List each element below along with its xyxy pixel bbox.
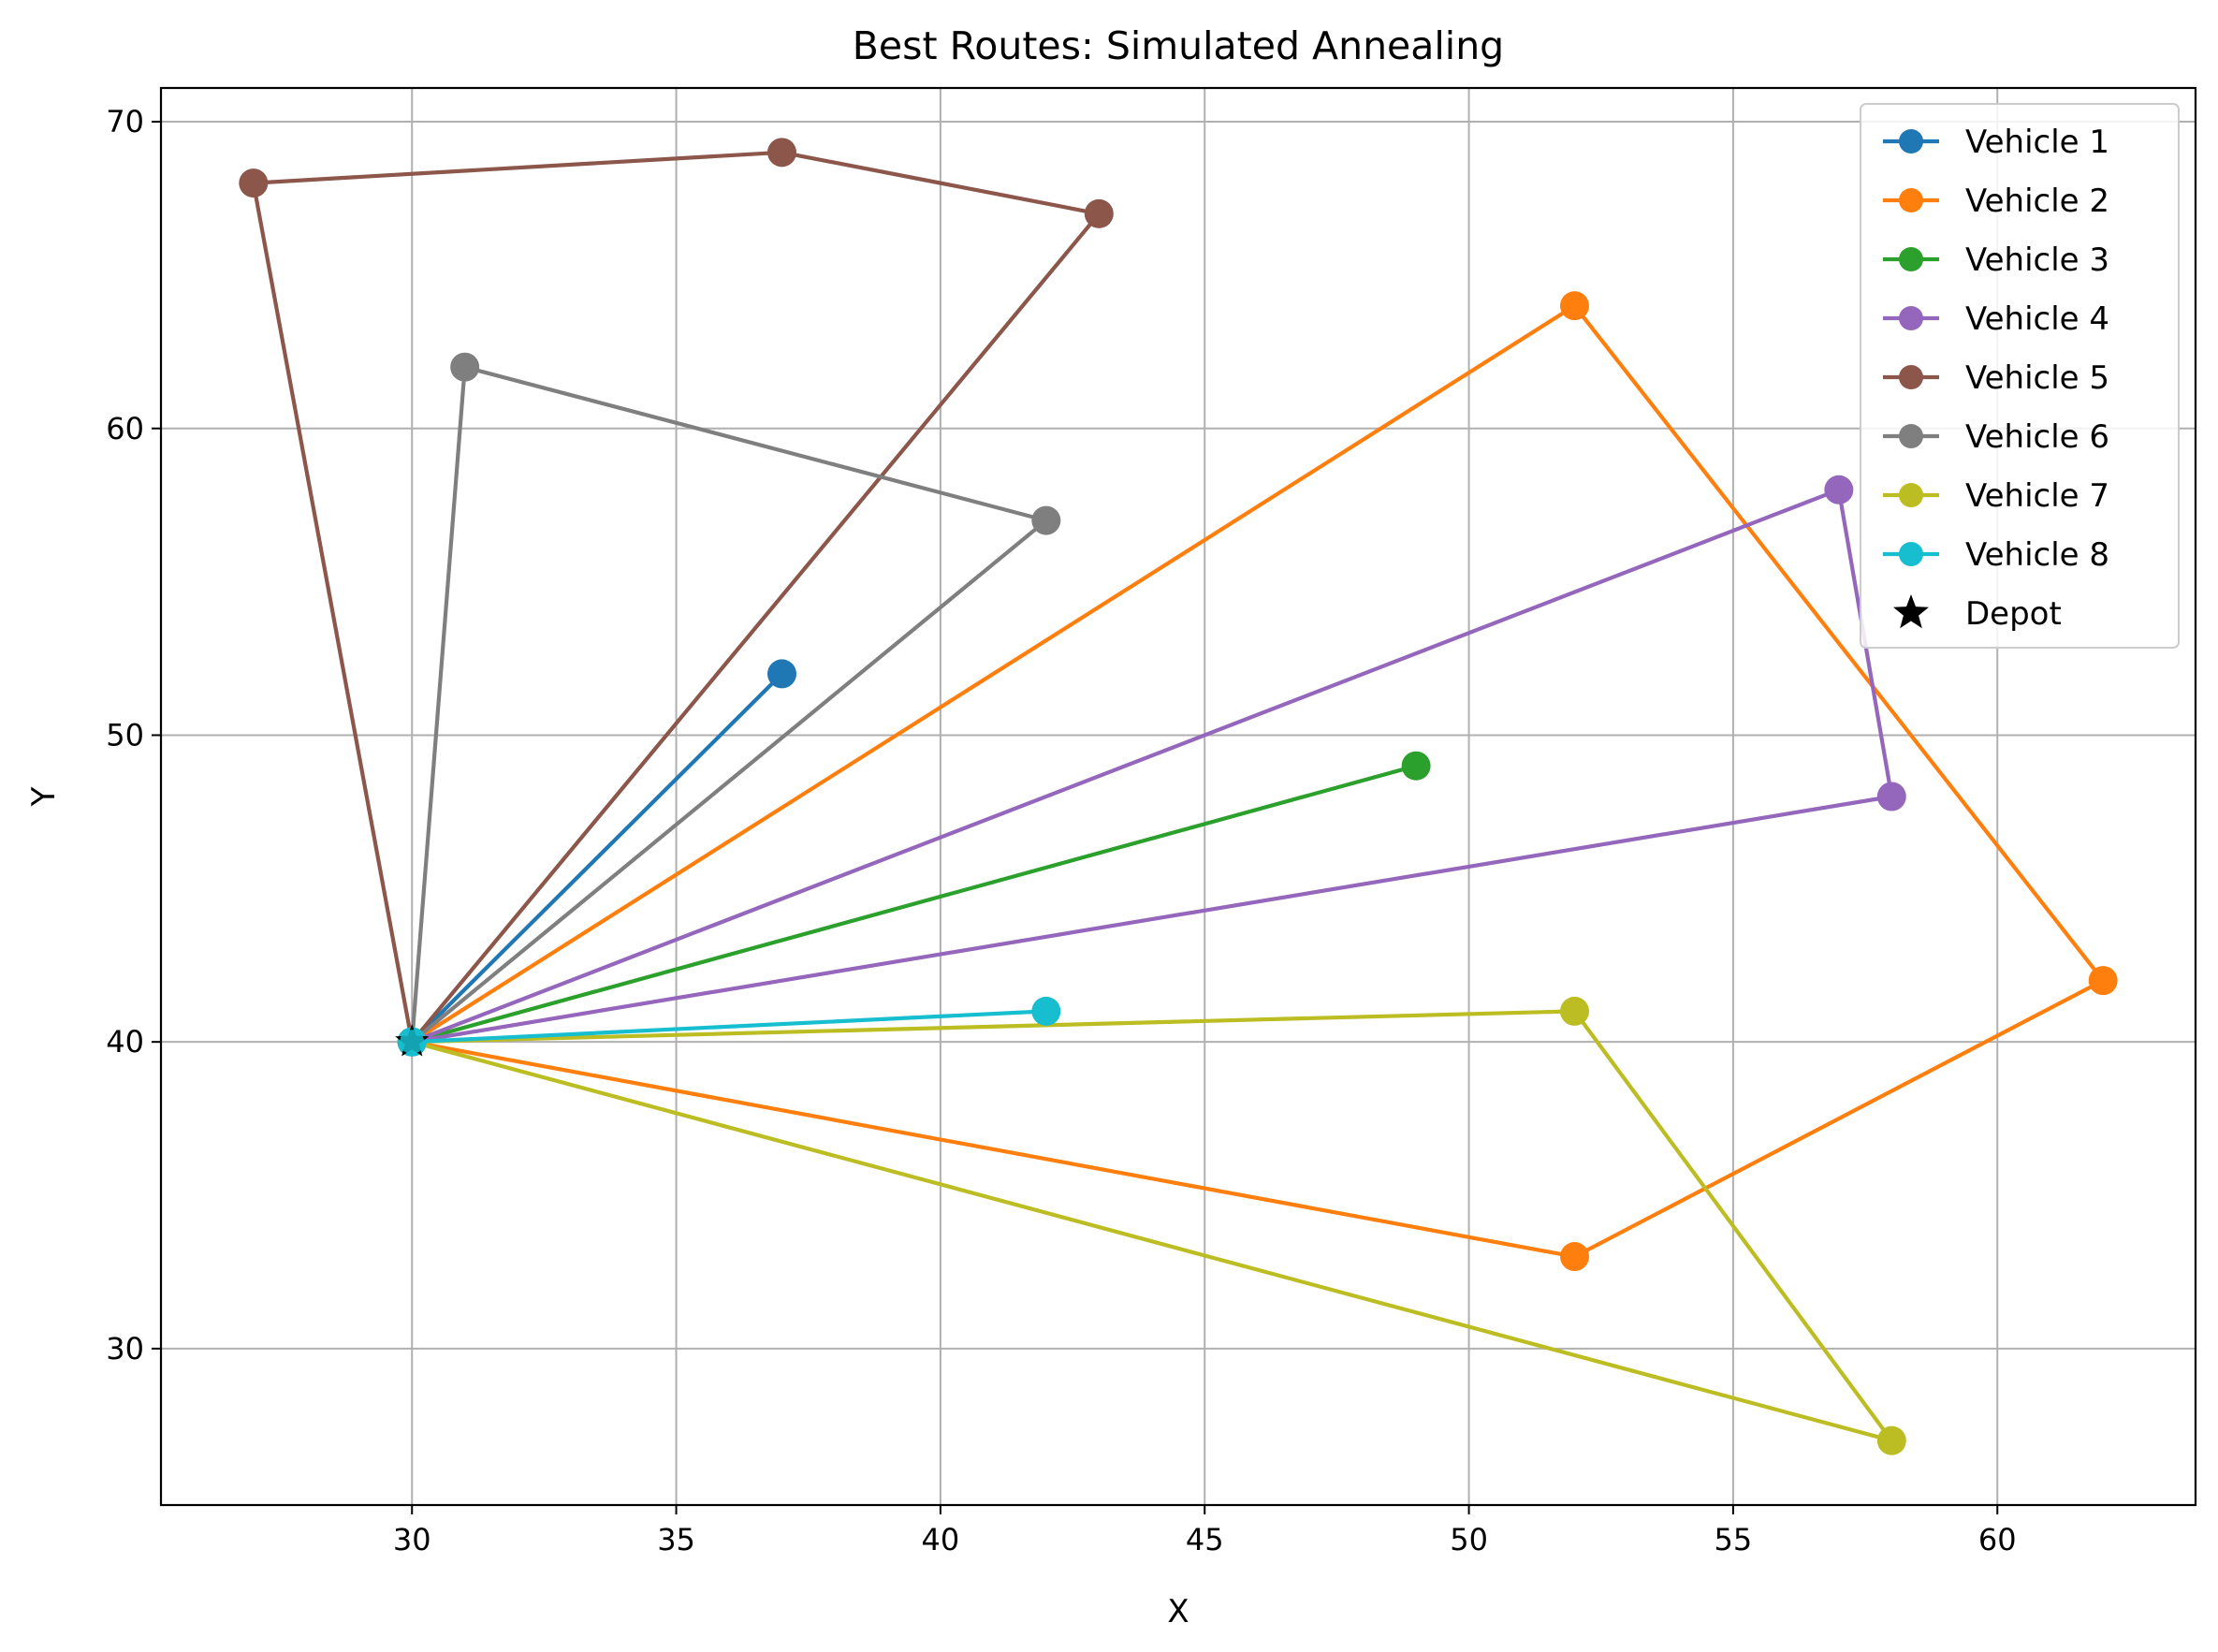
route-point	[400, 1030, 425, 1055]
legend-depot-marker	[1893, 594, 1929, 629]
legend-entry-vehicle-8: Vehicle 8	[1883, 536, 2109, 574]
legend-marker	[1899, 306, 1923, 330]
route-point	[1401, 751, 1431, 781]
legend-marker	[1899, 247, 1923, 271]
plot-frame	[159, 86, 2197, 1507]
route-point	[239, 168, 269, 198]
x-tick-label: 60	[1978, 1522, 2017, 1557]
x-tick-label: 55	[1715, 1522, 1753, 1557]
legend-entry-vehicle-4: Vehicle 4	[1883, 300, 2109, 338]
route-point	[1876, 782, 1906, 811]
y-tick-label: 60	[106, 411, 144, 446]
x-axis-label: X	[1167, 1593, 1189, 1630]
legend-label: Vehicle 3	[1965, 241, 2109, 279]
legend-marker	[1899, 424, 1923, 448]
route-line	[411, 1009, 1894, 1443]
legend-label: Depot	[1965, 595, 2062, 633]
legend: Vehicle 1 Vehicle 2 Vehicle 3 Vehicle 4 Vehi…	[1860, 103, 2180, 649]
route-point	[766, 138, 796, 168]
legend-label: Vehicle 8	[1965, 536, 2109, 574]
ticks: 30 35 40 45 50 55 60 30 40 50 60 70	[106, 104, 2016, 1557]
legend-entry-vehicle-6: Vehicle 6	[1883, 418, 2109, 456]
legend-label: Vehicle 4	[1965, 300, 2109, 338]
legend-box	[1860, 103, 2180, 649]
legend-entry-vehicle-1: Vehicle 1	[1883, 124, 2109, 161]
routes	[239, 138, 2118, 1455]
route-point	[1876, 1425, 1906, 1455]
y-tick-label: 50	[106, 717, 144, 753]
x-tick-label: 45	[1186, 1522, 1224, 1557]
legend-marker	[1899, 483, 1923, 507]
route-point	[766, 659, 796, 689]
legend-entry-depot: Depot	[1893, 594, 2062, 633]
legend-label: Vehicle 2	[1965, 183, 2109, 220]
legend-label: Vehicle 1	[1965, 124, 2109, 161]
legend-marker	[1899, 542, 1923, 566]
route-point	[2088, 966, 2118, 996]
route-point	[1031, 996, 1061, 1026]
legend-entry-vehicle-3: Vehicle 3	[1883, 241, 2109, 279]
chart-title: Best Routes: Simulated Annealing	[853, 23, 1504, 68]
legend-marker	[1899, 188, 1923, 212]
x-tick-label: 35	[657, 1522, 695, 1557]
route-point	[1560, 1242, 1590, 1272]
legend-marker	[1899, 129, 1923, 154]
legend-entry-vehicle-7: Vehicle 7	[1883, 477, 2109, 515]
route-point	[1031, 505, 1061, 535]
y-tick-label: 30	[106, 1331, 144, 1367]
legend-label: Vehicle 5	[1965, 359, 2109, 397]
route-line	[410, 365, 1048, 1044]
legend-entry-vehicle-2: Vehicle 2	[1883, 183, 2109, 220]
route-point	[1084, 198, 1114, 228]
y-axis-label: Y	[25, 786, 63, 807]
grid	[161, 88, 2196, 1505]
legend-label: Vehicle 7	[1965, 477, 2109, 515]
x-tick-label: 30	[393, 1522, 431, 1557]
x-tick-label: 50	[1450, 1522, 1488, 1557]
x-tick-label: 40	[922, 1522, 960, 1557]
route-point	[1560, 996, 1590, 1026]
legend-entry-vehicle-5: Vehicle 5	[1883, 359, 2109, 397]
route-point	[1560, 291, 1590, 321]
route-point	[450, 352, 480, 382]
legend-label: Vehicle 6	[1965, 418, 2109, 456]
y-tick-label: 40	[106, 1024, 144, 1060]
y-tick-label: 70	[106, 104, 144, 139]
legend-marker	[1899, 365, 1923, 389]
route-point	[1824, 475, 1854, 504]
